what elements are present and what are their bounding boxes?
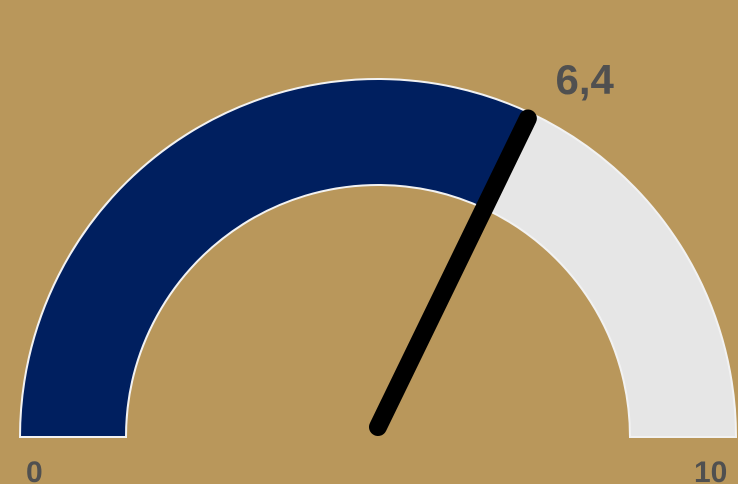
gauge-needle [369,109,537,436]
gauge-remaining-arc [483,111,738,438]
gauge-value-label: 6,4 [556,56,615,103]
gauge-max-label: 10 [694,456,727,484]
gauge-filled-arc [18,77,532,438]
gauge-min-label: 0 [26,456,43,484]
